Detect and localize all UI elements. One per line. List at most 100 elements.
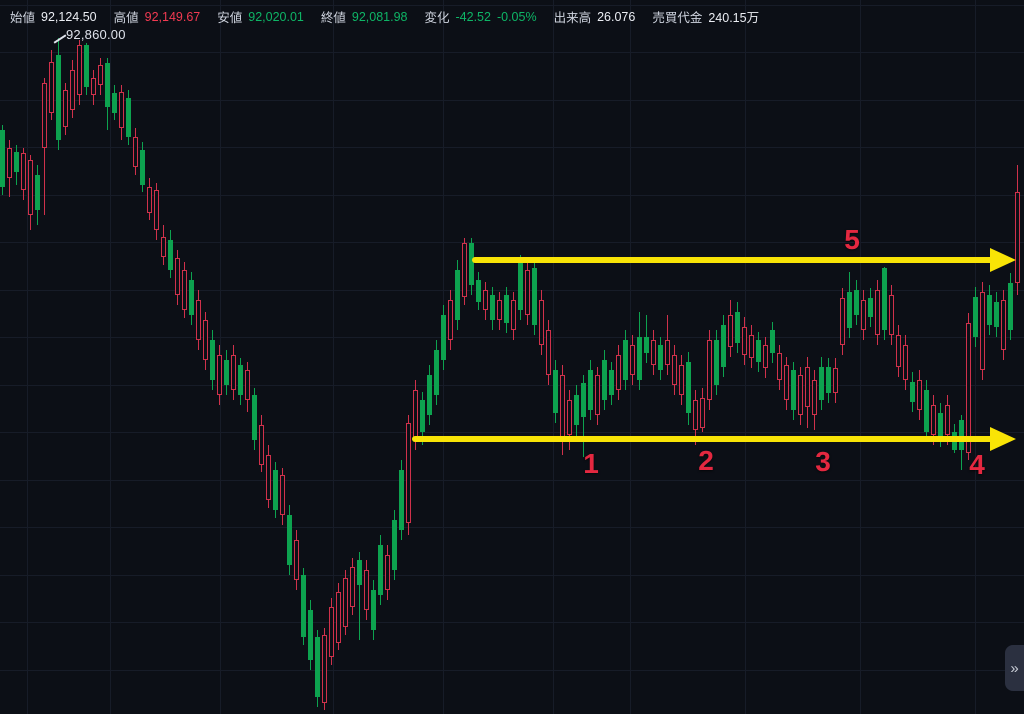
candle-body — [69, 70, 75, 110]
candle-body — [895, 335, 901, 367]
candle-body — [48, 62, 54, 113]
candle-body — [685, 362, 691, 413]
grid-line-horizontal — [0, 337, 1024, 338]
candle-body — [475, 280, 481, 302]
grid-line-horizontal — [0, 195, 1024, 196]
candle-body — [174, 258, 180, 295]
grid-line-horizontal — [0, 480, 1024, 481]
grid-line-vertical — [860, 0, 861, 714]
candle-body — [195, 300, 201, 340]
candle-body — [13, 152, 19, 172]
wave-number-label: 1 — [583, 448, 599, 479]
candle-body — [1014, 192, 1020, 283]
range-high-line-arrowhead — [990, 248, 1016, 272]
candle-body — [27, 160, 33, 215]
candle-body — [202, 320, 208, 360]
ohlc-field-value: 240.15万 — [708, 11, 760, 25]
candle-body — [412, 390, 418, 440]
candle-body — [0, 130, 5, 187]
wave-number-label: 4 — [969, 449, 985, 480]
candle-body — [832, 368, 838, 393]
candle-body — [349, 567, 355, 607]
candle-body — [90, 78, 96, 95]
candle-body — [279, 475, 285, 515]
ohlc-field-value: 92,149.67 — [144, 9, 201, 24]
ohlc-field: 安値 92,020.01 — [217, 7, 304, 26]
candle-body — [741, 327, 747, 355]
candle-body — [132, 137, 138, 167]
candle-body — [307, 610, 313, 660]
candle-body — [720, 325, 726, 367]
candle-body — [797, 375, 803, 415]
ohlc-field-label: 終値 — [320, 11, 346, 25]
ohlc-field: 売買代金 240.15万 — [652, 7, 759, 26]
ohlc-field-value: 92,020.01 — [248, 9, 304, 24]
grid-line-horizontal — [0, 52, 1024, 53]
candle-body — [286, 515, 292, 565]
candle-body — [433, 350, 439, 395]
candle-body — [454, 270, 460, 320]
candle-body — [321, 635, 327, 703]
candle-body — [440, 315, 446, 360]
candle-body — [727, 315, 733, 347]
candle-body — [986, 295, 992, 325]
candle-body — [230, 355, 236, 390]
range-high-line[interactable] — [472, 257, 998, 263]
ohlc-field: 始値 92,124.50 — [10, 7, 97, 26]
candle-body — [678, 365, 684, 395]
candle-body — [979, 292, 985, 370]
candle-body — [335, 592, 341, 643]
candle-body — [804, 367, 810, 407]
candle-body — [993, 302, 999, 327]
candle-body — [769, 330, 775, 353]
candle-body — [83, 45, 89, 87]
ohlc-field-label: 始値 — [10, 11, 36, 25]
ohlc-field-label: 変化 — [424, 11, 450, 25]
grid-line-vertical — [553, 0, 554, 714]
candle-body — [97, 65, 103, 85]
candle-wick — [358, 552, 360, 640]
wave-number-label: 3 — [815, 446, 831, 477]
candle-body — [566, 400, 572, 435]
collapse-panel-button[interactable]: » — [1005, 645, 1024, 691]
candle-body — [965, 323, 971, 453]
candle-body — [783, 365, 789, 400]
candle-body — [20, 153, 26, 190]
ohlc-field-value: -0.05% — [496, 9, 537, 24]
candle-body — [888, 295, 894, 335]
candle-body — [496, 300, 502, 320]
grid-line-horizontal — [0, 100, 1024, 101]
candle-body — [587, 370, 593, 410]
candle-body — [538, 300, 544, 345]
candle-body — [328, 607, 334, 657]
ohlc-field-label: 安値 — [217, 11, 243, 25]
candle-body — [363, 570, 369, 610]
grid-line-horizontal — [0, 385, 1024, 386]
candle-body — [55, 55, 61, 140]
candle-body — [160, 237, 166, 257]
range-low-line[interactable] — [412, 436, 998, 442]
candle-body — [153, 190, 159, 230]
candle-body — [629, 345, 635, 375]
candle-body — [608, 370, 614, 395]
candle-body — [531, 268, 537, 325]
candle-body — [447, 300, 453, 340]
candle-body — [6, 148, 12, 178]
candle-body — [545, 330, 551, 375]
grid-line-horizontal — [0, 622, 1024, 623]
candle-body — [867, 298, 873, 317]
candle-body — [342, 578, 348, 627]
grid-line-horizontal — [0, 5, 1024, 6]
ohlc-field: 出来高 26.076 — [554, 7, 636, 26]
candle-body — [482, 290, 488, 310]
candle-body — [699, 398, 705, 428]
candle-body — [510, 300, 516, 330]
grid-line-horizontal — [0, 670, 1024, 671]
candle-body — [643, 337, 649, 353]
ohlc-field-value: 92,124.50 — [41, 9, 97, 24]
candle-body — [601, 360, 607, 400]
candle-body — [657, 345, 663, 370]
candle-body — [748, 335, 754, 358]
candle-body — [377, 545, 383, 595]
